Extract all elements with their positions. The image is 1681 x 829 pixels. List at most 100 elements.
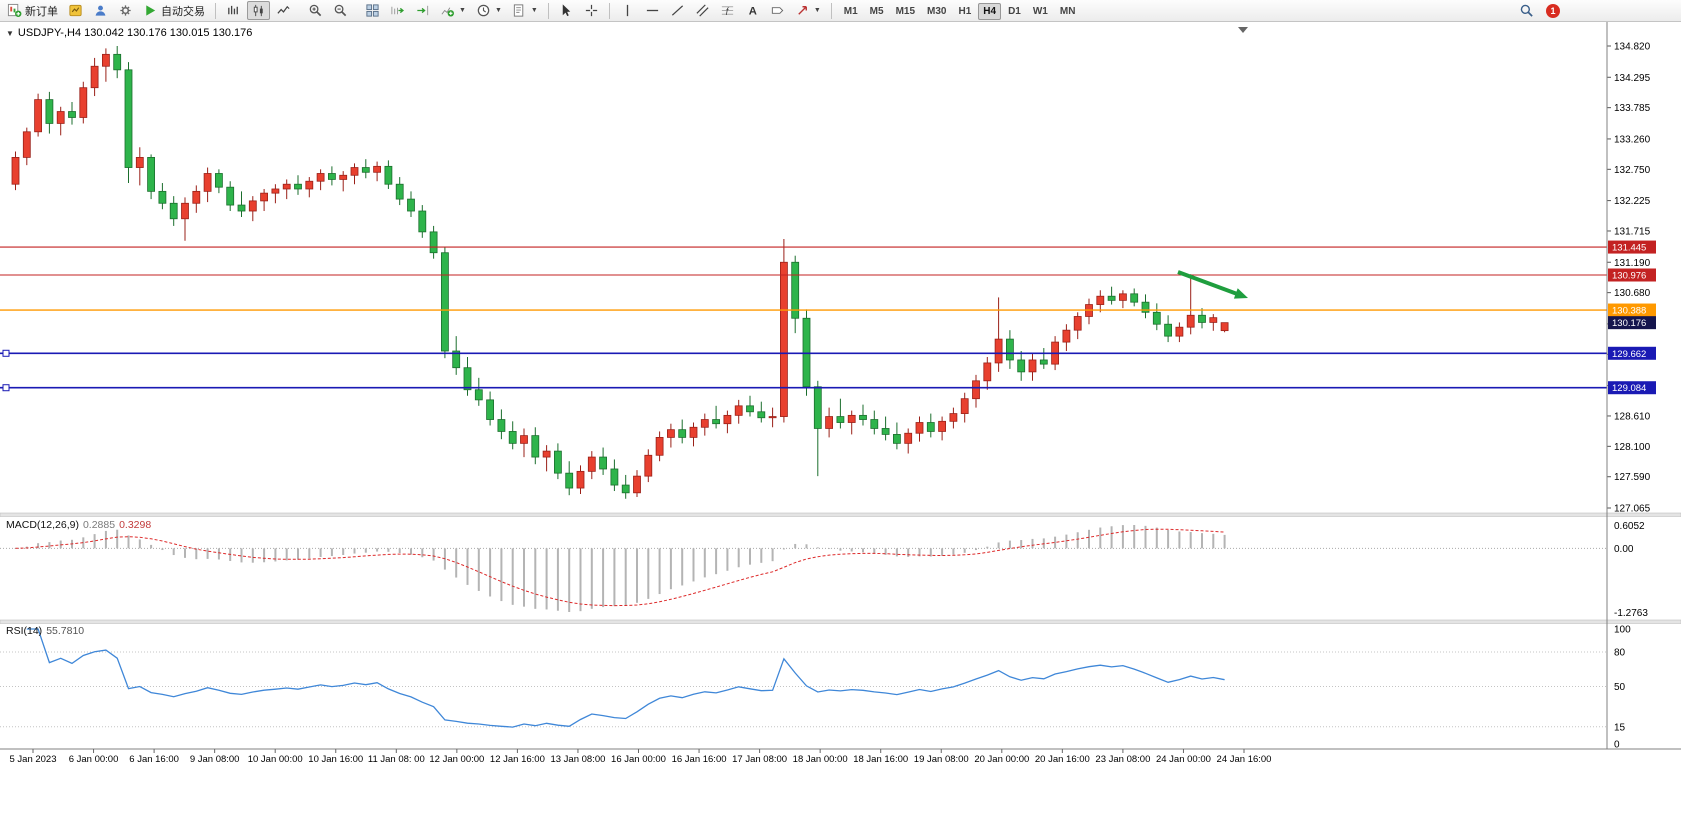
crosshair-button[interactable]	[580, 1, 603, 20]
chart-shift-marker[interactable]	[1238, 27, 1248, 33]
svg-text:80: 80	[1614, 648, 1626, 659]
svg-text:9 Jan 08:00: 9 Jan 08:00	[190, 754, 240, 765]
svg-text:129.084: 129.084	[1612, 383, 1646, 394]
candlestick-chart-button[interactable]	[247, 1, 270, 20]
clock-icon	[477, 4, 490, 17]
svg-text:134.820: 134.820	[1614, 42, 1651, 53]
notification-badge[interactable]: 1	[1546, 3, 1560, 18]
crosshair-icon	[585, 4, 597, 17]
line-chart-button[interactable]	[272, 1, 295, 20]
line-handle[interactable]	[2, 384, 10, 392]
periods-button[interactable]: ▼	[472, 1, 506, 20]
timeframe-m1[interactable]: M1	[839, 3, 863, 20]
chart-window: 134.820 134.295 133.785 133.260 132.750 132.2…	[0, 22, 1681, 829]
macd-signal-value: 0.3298	[119, 519, 152, 531]
timeframe-d1[interactable]: D1	[1003, 3, 1026, 20]
svg-text:20 Jan 00:00: 20 Jan 00:00	[974, 754, 1029, 765]
macd-name: MACD(12,26,9)	[6, 519, 79, 531]
pane-separator[interactable]	[0, 512, 1681, 517]
bar-chart-button[interactable]	[222, 1, 245, 20]
label-tool-button[interactable]	[766, 1, 789, 20]
annotation-arrow[interactable]	[1177, 270, 1241, 297]
search-button[interactable]	[1515, 1, 1538, 20]
arrows-tool-button[interactable]: ▼	[791, 1, 825, 20]
chart-shift-icon	[417, 5, 429, 16]
svg-text:23 Jan 08:00: 23 Jan 08:00	[1095, 754, 1150, 765]
metaeditor-button[interactable]	[64, 1, 87, 20]
timeframe-h4[interactable]: H4	[978, 3, 1002, 20]
svg-text:0.00: 0.00	[1614, 544, 1634, 555]
timeframe-w1[interactable]: W1	[1028, 3, 1053, 20]
zoom-out-button[interactable]	[329, 1, 352, 20]
auto-trading-label: 自动交易	[161, 5, 205, 18]
line-chart-icon	[277, 5, 290, 14]
auto-scroll-icon	[391, 6, 404, 15]
svg-text:13 Jan 08:00: 13 Jan 08:00	[550, 754, 605, 765]
bar-chart-icon	[228, 5, 238, 15]
svg-text:133.785: 133.785	[1614, 103, 1651, 114]
auto-trading-button[interactable]: 自动交易	[139, 1, 209, 20]
options-button[interactable]	[114, 1, 137, 20]
timeframe-m30[interactable]: M30	[922, 3, 951, 20]
new-order-button[interactable]: 新订单	[3, 1, 62, 20]
vertical-line-tool-button[interactable]	[616, 1, 639, 20]
play-icon	[146, 5, 156, 16]
collapse-icon[interactable]: ▼	[6, 28, 14, 38]
svg-text:18 Jan 00:00: 18 Jan 00:00	[793, 754, 848, 765]
fibonacci-tool-button[interactable]: ƒ	[716, 1, 739, 20]
horizontal-line-tool-button[interactable]	[641, 1, 664, 20]
auto-scroll-button[interactable]	[386, 1, 409, 20]
channel-tool-button[interactable]	[691, 1, 714, 20]
macd-value: 0.2885	[82, 519, 116, 531]
chevron-down-icon: ▼	[494, 7, 502, 14]
cursor-icon	[562, 4, 571, 17]
svg-text:128.100: 128.100	[1614, 442, 1651, 453]
chart-canvas[interactable]: 134.820 134.295 133.785 133.260 132.750 132.2…	[0, 22, 1681, 829]
indicators-button[interactable]: ▼	[436, 1, 470, 20]
zoom-in-icon	[309, 4, 322, 17]
timeframe-m5[interactable]: M5	[865, 3, 889, 20]
tile-windows-icon	[366, 4, 379, 17]
svg-text:127.065: 127.065	[1614, 504, 1651, 515]
svg-text:0: 0	[1614, 740, 1620, 751]
new-order-icon	[7, 3, 22, 17]
price-tag	[1608, 240, 1656, 254]
chart-title: ▼ USDJPY-,H4 130.042 130.176 130.015 130…	[6, 27, 252, 39]
zoom-in-button[interactable]	[304, 1, 327, 20]
timeframe-h1[interactable]: H1	[953, 3, 976, 20]
svg-text:20 Jan 16:00: 20 Jan 16:00	[1035, 754, 1090, 765]
cursor-button[interactable]	[555, 1, 578, 20]
toolbar-separator	[830, 2, 832, 19]
time-axis[interactable]: 5 Jan 2023 6 Jan 00:00 6 Jan 16:00 9 Jan 08…	[9, 749, 1271, 765]
timeframe-m15[interactable]: M15	[891, 3, 920, 20]
toolbar-right-group: 1	[1515, 1, 1560, 20]
svg-text:24 Jan 00:00: 24 Jan 00:00	[1156, 754, 1211, 765]
svg-text:16 Jan 16:00: 16 Jan 16:00	[672, 754, 727, 765]
timeframe-mn[interactable]: MN	[1055, 3, 1081, 20]
svg-text:10 Jan 16:00: 10 Jan 16:00	[308, 754, 363, 765]
price-tag	[1608, 303, 1656, 317]
svg-text:ƒ: ƒ	[725, 5, 730, 15]
chart-shift-button[interactable]	[411, 1, 434, 20]
pane-separator[interactable]	[0, 619, 1681, 624]
svg-text:133.260: 133.260	[1614, 134, 1651, 145]
template-icon	[513, 4, 524, 17]
annotation-arrow-head[interactable]	[1233, 288, 1248, 299]
svg-text:16 Jan 00:00: 16 Jan 00:00	[611, 754, 666, 765]
svg-text:12 Jan 16:00: 12 Jan 16:00	[490, 754, 545, 765]
text-tool-button[interactable]: A	[741, 1, 764, 20]
indicators-icon	[441, 7, 454, 17]
tag-icon	[771, 7, 784, 14]
svg-text:132.225: 132.225	[1614, 196, 1651, 207]
tile-windows-button[interactable]	[361, 1, 384, 20]
community-button[interactable]	[89, 1, 112, 20]
text-icon: A	[749, 5, 757, 17]
svg-text:129.662: 129.662	[1612, 349, 1646, 360]
toolbar-separator	[215, 2, 216, 19]
svg-text:128.610: 128.610	[1614, 411, 1651, 422]
rsi-pane: 100 80 50 15 0	[0, 625, 1631, 751]
line-handle[interactable]	[2, 349, 10, 357]
rsi-name: RSI(14)	[6, 625, 43, 637]
trendline-tool-button[interactable]	[666, 1, 689, 20]
templates-button[interactable]: ▼	[508, 1, 542, 20]
